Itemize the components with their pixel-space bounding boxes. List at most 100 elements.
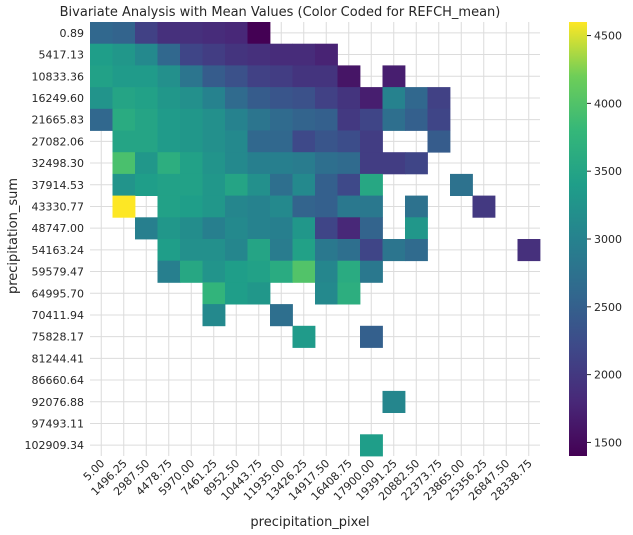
heatmap-cell: [292, 87, 316, 110]
heatmap-cell: [337, 87, 361, 110]
heatmap-cell: [360, 152, 383, 175]
heatmap-cell: [270, 195, 293, 218]
y-tick-label: 48747.00: [32, 222, 85, 235]
heatmap-cell: [270, 43, 293, 66]
heatmap-cell: [202, 65, 226, 88]
heatmap-cell: [405, 108, 428, 131]
heatmap-cell: [112, 87, 136, 110]
y-tick-label: 86660.64: [32, 374, 85, 387]
heatmap-cell: [337, 239, 361, 262]
heatmap-cell: [405, 239, 428, 262]
heatmap-cell: [225, 239, 248, 262]
heatmap-cell: [405, 152, 428, 175]
y-tick-label: 92076.88: [32, 396, 85, 409]
heatmap-cell: [472, 195, 496, 218]
heatmap-cell: [247, 173, 271, 196]
heatmap-cell: [135, 22, 158, 45]
heatmap-cell: [157, 22, 181, 45]
heatmap-cell: [247, 130, 271, 153]
heatmap-cell: [90, 22, 113, 45]
heatmap-cell: [202, 173, 226, 196]
heatmap-cell: [90, 87, 113, 110]
heatmap-cell: [202, 87, 226, 110]
heatmap-cell: [112, 65, 136, 88]
heatmap-cell: [360, 130, 383, 153]
heatmap-cell: [157, 173, 181, 196]
heatmap-cell: [315, 87, 338, 110]
heatmap-cell: [270, 130, 293, 153]
colorbar: [569, 22, 587, 456]
heatmap-cell: [247, 108, 271, 131]
heatmap-cell: [247, 65, 271, 88]
y-tick-label: 54163.24: [32, 244, 85, 257]
heatmap-cell: [225, 260, 248, 283]
heatmap-cell: [180, 217, 203, 240]
colorbar-tick-label: 3500: [594, 165, 622, 178]
heatmap-cell: [157, 239, 181, 262]
heatmap-cell: [157, 260, 181, 283]
heatmap-cell: [337, 65, 361, 88]
heatmap-cell: [337, 195, 361, 218]
heatmap-cell: [180, 173, 203, 196]
heatmap-cell: [247, 22, 271, 45]
heatmap-cell: [225, 217, 248, 240]
heatmap-cell: [337, 152, 361, 175]
chart-title: Bivariate Analysis with Mean Values (Col…: [60, 5, 501, 20]
heatmap-cell: [270, 152, 293, 175]
heatmap-cell: [202, 152, 226, 175]
y-tick-label: 27082.06: [32, 135, 85, 148]
heatmap-cell: [225, 108, 248, 131]
heatmap-cell: [337, 260, 361, 283]
heatmap-cell: [225, 43, 248, 66]
heatmap-cell: [157, 130, 181, 153]
heatmap-cell: [225, 130, 248, 153]
heatmap-cell: [360, 434, 383, 457]
heatmap-cell: [135, 217, 158, 240]
heatmap-cell: [225, 65, 248, 88]
y-tick-label: 64995.70: [32, 287, 85, 300]
heatmap-cell: [292, 239, 316, 262]
y-tick-label: 37914.53: [32, 179, 85, 192]
heatmap-cell: [337, 108, 361, 131]
heatmap-cell: [315, 217, 338, 240]
heatmap-cell: [180, 87, 203, 110]
heatmap-cell: [157, 108, 181, 131]
heatmap-cell: [315, 282, 338, 305]
y-tick-label: 43330.77: [32, 200, 85, 213]
heatmap-cell: [315, 173, 338, 196]
heatmap-cell: [202, 108, 226, 131]
heatmap-cell: [382, 87, 406, 110]
heatmap-cell: [112, 195, 136, 218]
heatmap-cell: [315, 152, 338, 175]
heatmap-cell: [180, 65, 203, 88]
heatmap-cell: [202, 22, 226, 45]
heatmap-cell: [202, 130, 226, 153]
heatmap-cell: [202, 260, 226, 283]
heatmap-cell: [135, 130, 158, 153]
heatmap-cell: [405, 217, 428, 240]
heatmap-cell: [292, 260, 316, 283]
heatmap-cell: [382, 65, 406, 88]
x-axis-title: precipitation_pixel: [250, 515, 369, 530]
heatmap-cell: [112, 152, 136, 175]
heatmap-cell: [450, 173, 473, 196]
heatmap-cell: [157, 195, 181, 218]
y-tick-label: 97493.11: [32, 417, 85, 430]
heatmap-cell: [427, 130, 451, 153]
heatmap-cell: [202, 43, 226, 66]
heatmap-cell: [292, 217, 316, 240]
y-tick-label: 75828.17: [32, 331, 85, 344]
heatmap-cell: [360, 173, 383, 196]
heatmap-cell: [292, 173, 316, 196]
heatmap-cell: [112, 173, 136, 196]
heatmap-cell: [202, 282, 226, 305]
heatmap-cell: [202, 304, 226, 327]
heatmap-cell: [90, 65, 113, 88]
heatmap-cell: [247, 239, 271, 262]
heatmap-cell: [225, 87, 248, 110]
heatmap-cell: [270, 304, 293, 327]
heatmap-cell: [382, 239, 406, 262]
heatmap-cell: [112, 108, 136, 131]
colorbar-tick-label: 2000: [594, 369, 622, 382]
